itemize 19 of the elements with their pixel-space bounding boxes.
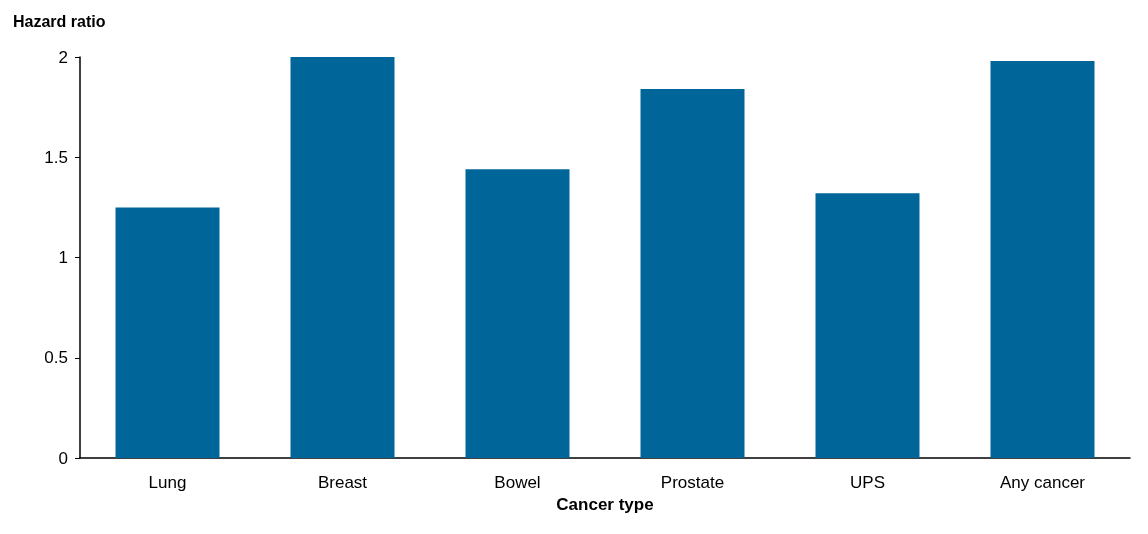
- x-tick-label: UPS: [850, 473, 885, 492]
- y-tick-label: 1.5: [44, 147, 68, 167]
- x-tick-label: Prostate: [660, 473, 725, 492]
- bar: [815, 193, 920, 458]
- y-tick-label: 0.5: [44, 348, 68, 368]
- x-tick-label: Any cancer: [999, 473, 1086, 492]
- y-tick-label: 1: [58, 248, 68, 267]
- bar: [115, 207, 220, 458]
- x-tick-label: Bowel: [494, 473, 541, 492]
- x-tick-label: Breast: [317, 473, 368, 492]
- bar: [465, 169, 570, 458]
- x-axis-title: Cancer type: [556, 494, 654, 514]
- bar: [990, 61, 1095, 458]
- x-tick-label: Lung: [148, 473, 187, 492]
- bar: [640, 89, 745, 458]
- y-axis-title: Hazard ratio: [13, 12, 106, 30]
- y-tick-label: 2: [58, 47, 68, 67]
- y-tick-label: 0: [58, 448, 68, 468]
- bar: [290, 57, 395, 458]
